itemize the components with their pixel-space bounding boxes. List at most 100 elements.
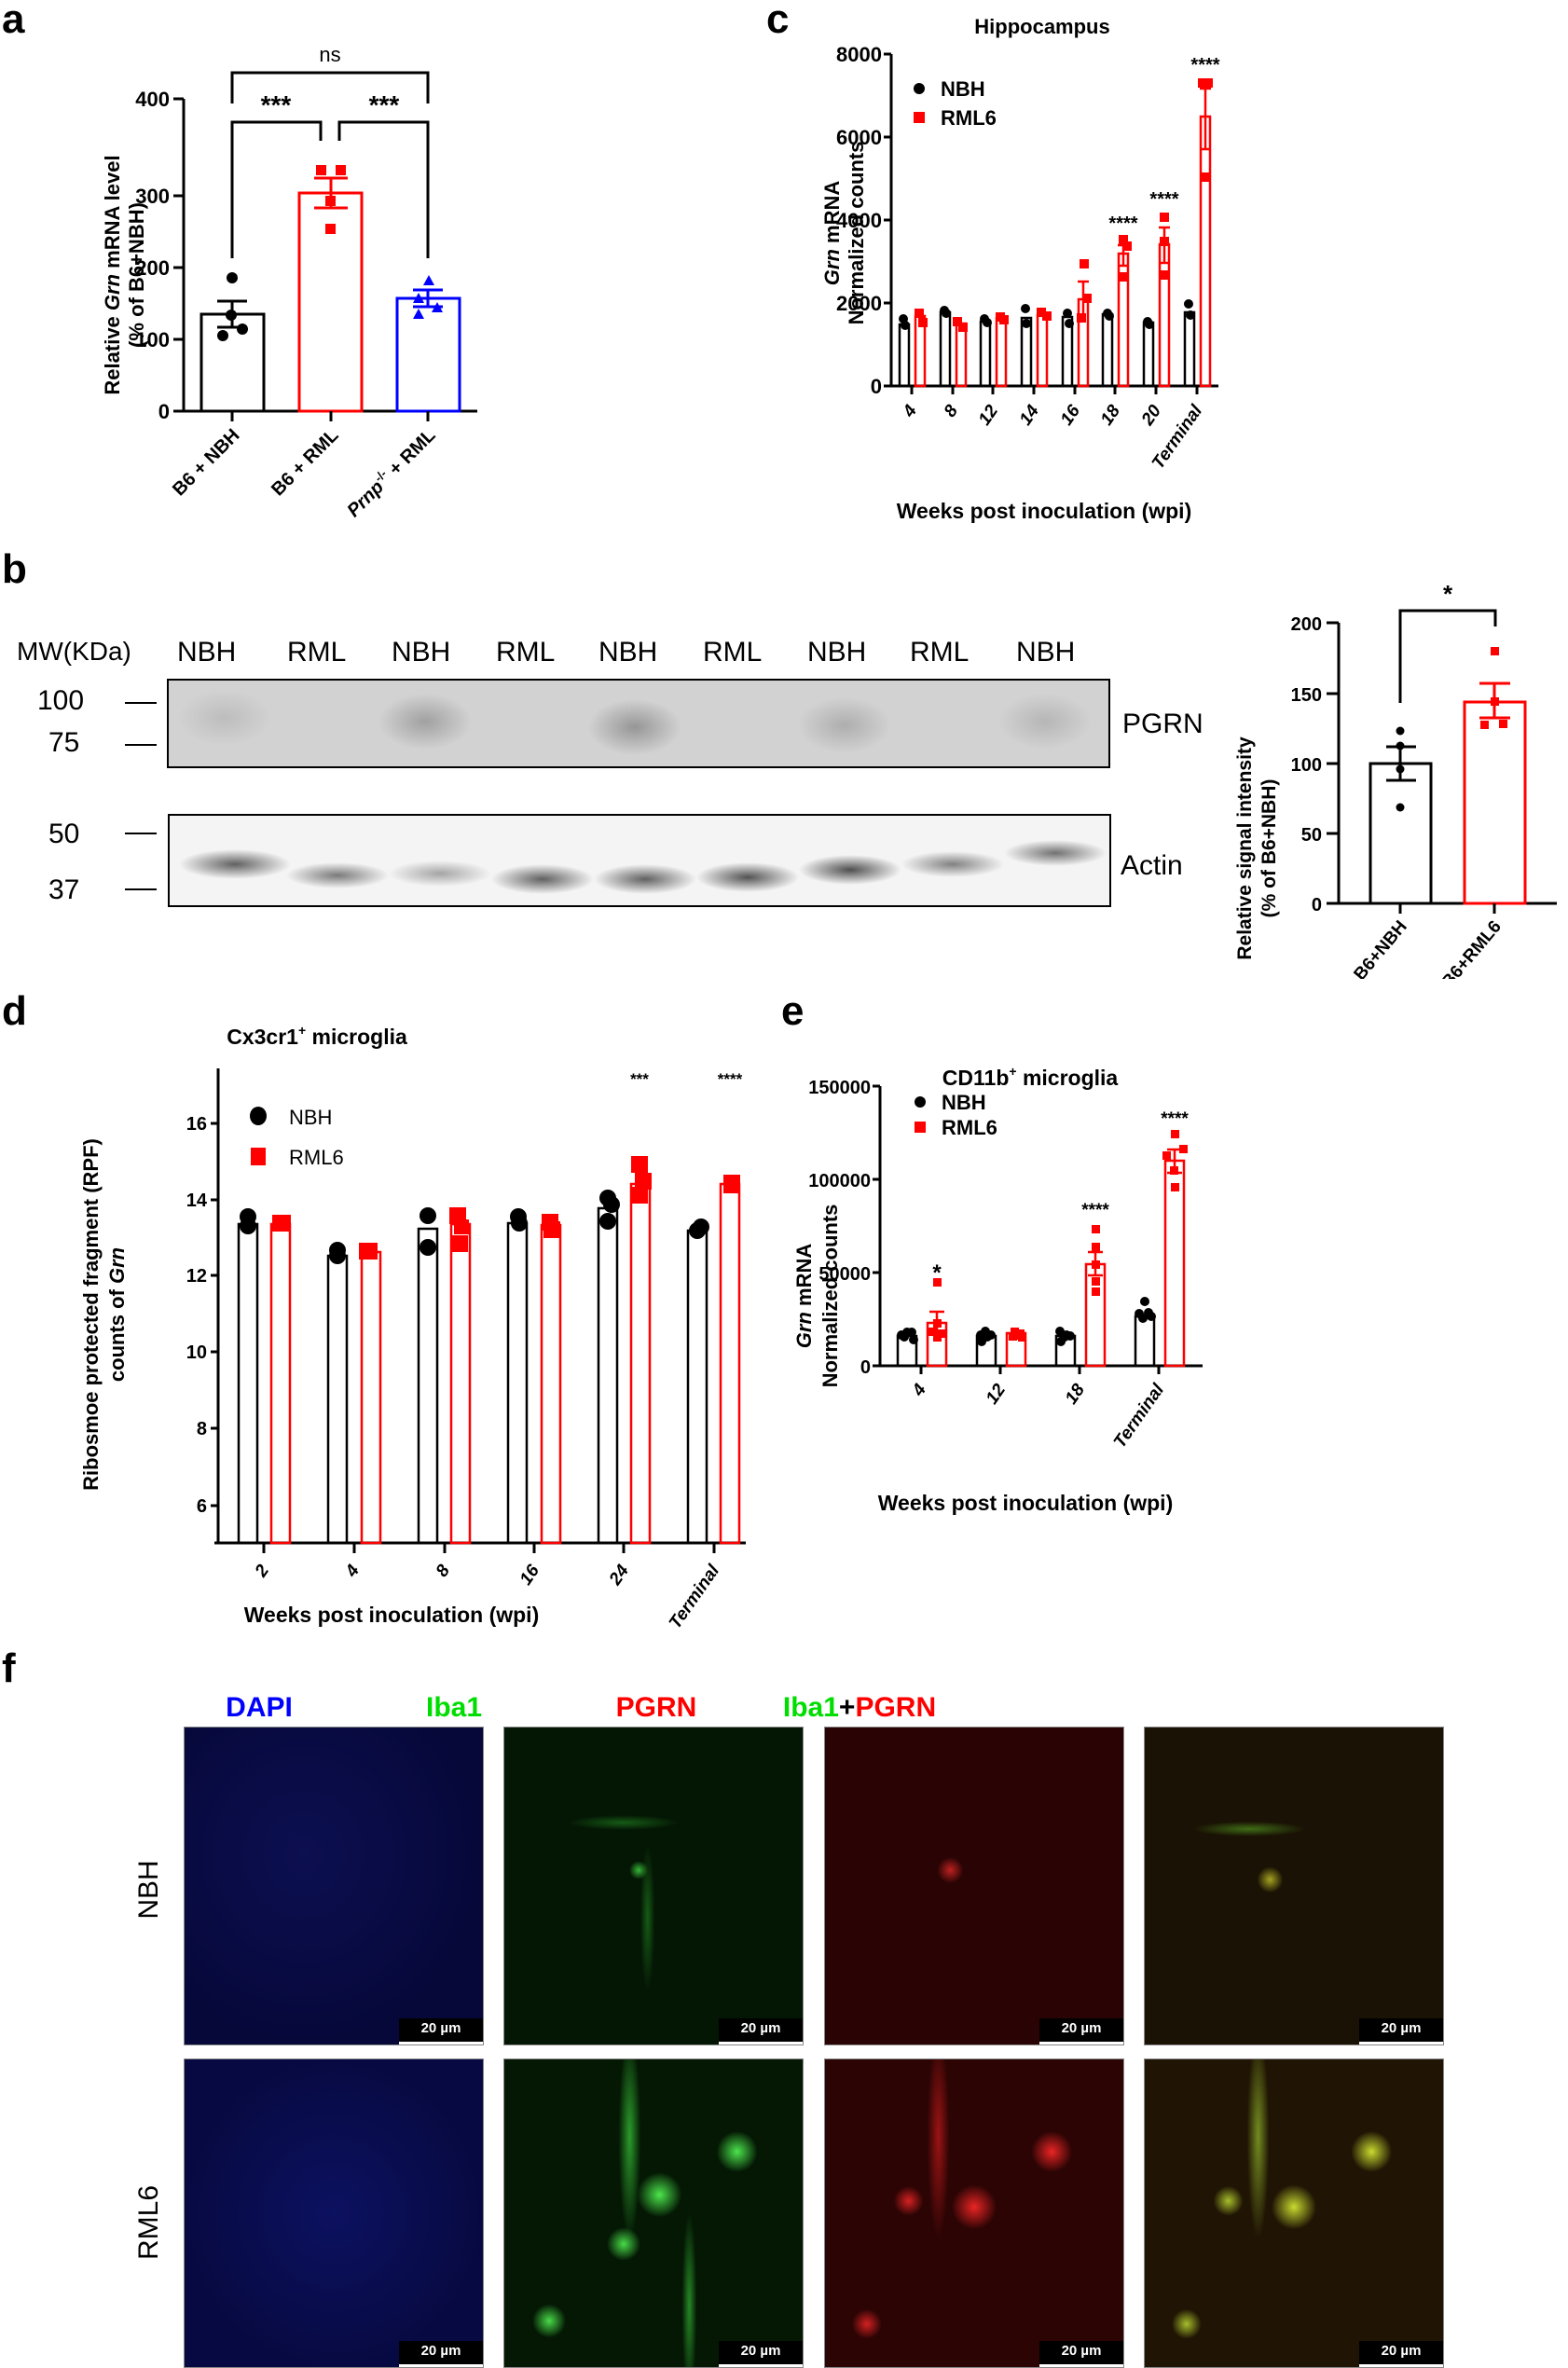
- svg-text:B6 + RML: B6 + RML: [268, 425, 342, 500]
- svg-text:100000: 100000: [808, 1171, 871, 1191]
- svg-text:B6+NBH: B6+NBH: [1351, 917, 1411, 979]
- svg-text:*: *: [1443, 580, 1453, 608]
- lane-labels: NBH RML NBH RML NBH RML NBH RML NBH: [168, 637, 1119, 674]
- svg-text:Normalized counts: Normalized counts: [845, 142, 868, 325]
- chart-c-yticks: 0 2000 4000 6000 8000: [836, 43, 891, 398]
- svg-text:150: 150: [1291, 685, 1322, 706]
- micrograph-nbh-pgrn: 20 µm: [824, 1727, 1124, 2045]
- pgrn-band-label: PGRN: [1122, 709, 1204, 739]
- svg-text:50: 50: [1301, 825, 1322, 846]
- chart-c-legend: NBH RML6: [914, 77, 997, 130]
- panel-letter-f: f: [2, 1645, 16, 1691]
- svg-text:****: ****: [1161, 1109, 1189, 1129]
- svg-text:Weeks post inoculation (wpi): Weeks post inoculation (wpi): [878, 1491, 1174, 1515]
- svg-text:4: 4: [341, 1561, 364, 1581]
- bar-b6-nbh: [1369, 762, 1433, 905]
- svg-text:Terminal: Terminal: [1110, 1380, 1169, 1452]
- svg-text:NBH: NBH: [942, 1091, 986, 1114]
- lane-label: RML: [496, 637, 556, 668]
- col-title-pgrn: PGRN: [615, 1692, 697, 1723]
- chart-b-yticks: 0 50 100 150 200: [1291, 614, 1339, 916]
- chart-a-ylabel: Relative Grn mRNA level (% of B6+NBH): [101, 155, 148, 394]
- svg-text:14: 14: [186, 1191, 208, 1211]
- panel-letter-a: a: [2, 0, 25, 42]
- panel-letter-d: d: [2, 988, 27, 1034]
- svg-text:Hippocampus: Hippocampus: [974, 15, 1109, 38]
- svg-text:Grn mRNA: Grn mRNA: [792, 1244, 816, 1349]
- row-label-rml6: RML6: [133, 2184, 164, 2261]
- svg-text:4: 4: [908, 1380, 930, 1400]
- svg-text:B6 + NBH: B6 + NBH: [169, 425, 243, 500]
- svg-text:12: 12: [975, 401, 1003, 429]
- chart-e-xticks: 4 12 18 Terminal: [908, 1380, 1168, 1452]
- svg-text:***: ***: [261, 90, 292, 119]
- chart-d-sig: *** ****: [630, 1070, 743, 1088]
- svg-text:(% of B6+NBH): (% of B6+NBH): [1259, 779, 1280, 918]
- lane-label: RML: [703, 637, 763, 668]
- svg-text:200: 200: [135, 256, 170, 280]
- svg-text:100: 100: [135, 328, 170, 351]
- lane-label: NBH: [392, 637, 451, 668]
- svg-text:NBH: NBH: [941, 77, 985, 101]
- svg-text:6: 6: [197, 1496, 207, 1517]
- actin-band-label: Actin: [1121, 850, 1183, 881]
- svg-text:8: 8: [197, 1419, 207, 1439]
- micrograph-nbh-merge: 20 µm: [1144, 1727, 1444, 2045]
- svg-text:counts of Grn: counts of Grn: [105, 1247, 129, 1382]
- svg-text:20: 20: [1137, 401, 1165, 430]
- micrograph-rml6-merge: 20 µm: [1144, 2058, 1444, 2368]
- bar-b6-nbh: [199, 312, 266, 413]
- svg-text:***: ***: [369, 90, 400, 119]
- svg-text:150000: 150000: [808, 1078, 871, 1098]
- svg-text:B6+RML6: B6+RML6: [1438, 917, 1506, 979]
- scale-bar: 20 µm: [1039, 2018, 1123, 2044]
- col-title-dapi: DAPI: [226, 1692, 293, 1723]
- mw-marker-37: 37: [48, 874, 80, 905]
- chart-c: Hippocampus Grn mRNA Normalized counts 0…: [820, 15, 1220, 523]
- svg-text:****: ****: [1190, 55, 1219, 76]
- chart-d-ylabel: Ribosmoe protected fragment (RPF) counts…: [79, 1138, 129, 1491]
- sig-brackets-a: [230, 71, 430, 258]
- actin-blot: [168, 814, 1111, 907]
- micrograph-rml6-iba1: 20 µm: [503, 2058, 804, 2368]
- svg-text:400: 400: [135, 88, 170, 111]
- svg-text:RML6: RML6: [289, 1146, 344, 1169]
- chart-d: Cx3cr1+ microglia Ribosmoe protected fra…: [79, 1023, 746, 1631]
- scale-bar: 20 µm: [1039, 2341, 1123, 2367]
- mw-label: MW(KDa): [17, 637, 131, 666]
- svg-text:*: *: [932, 1260, 942, 1286]
- scale-bar: 20 µm: [719, 2341, 803, 2367]
- svg-text:100: 100: [1291, 755, 1322, 776]
- chart-c-xticks: 4 8 12 14 16 18 20 Terminal: [899, 401, 1206, 473]
- svg-text:****: ****: [1081, 1201, 1109, 1220]
- chart-b-ylabel: Relative signal intensity (% of B6+NBH): [1234, 737, 1280, 960]
- scale-bar: 20 µm: [719, 2018, 803, 2044]
- svg-text:ns: ns: [319, 43, 340, 66]
- svg-text:0: 0: [860, 1357, 871, 1378]
- svg-text:RML6: RML6: [942, 1116, 997, 1139]
- chart-e-sig: * **** ****: [932, 1109, 1189, 1286]
- lane-label: RML: [287, 637, 347, 668]
- panel-letter-b: b: [2, 546, 27, 592]
- svg-text:18: 18: [1062, 1380, 1090, 1408]
- col-title-merge: Iba1+PGRN: [782, 1692, 937, 1723]
- lane-label: NBH: [598, 637, 658, 668]
- svg-text:NBH: NBH: [289, 1106, 332, 1129]
- chart-b: Relative signal intensity (% of B6+NBH) …: [1234, 580, 1557, 979]
- svg-text:***: ***: [630, 1070, 649, 1088]
- svg-text:50000: 50000: [818, 1264, 871, 1285]
- scale-bar: 20 µm: [1359, 2018, 1443, 2044]
- chart-b-xticks: B6+NBH B6+RML6: [1351, 917, 1506, 979]
- svg-text:Relative Grn mRNA level: Relative Grn mRNA level: [101, 155, 124, 394]
- svg-text:Prnp-/- + RML: Prnp-/- + RML: [341, 423, 439, 521]
- micrograph-rml6-dapi: 20 µm: [184, 2058, 484, 2368]
- chart-a-yticks: 0 100 200 300 400: [135, 88, 184, 423]
- mw-marker-75: 75: [48, 727, 80, 758]
- lane-label: NBH: [807, 637, 867, 668]
- pgrn-blot: [167, 679, 1110, 768]
- svg-text:CD11b+ microglia: CD11b+ microglia: [942, 1064, 1119, 1090]
- svg-text:14: 14: [1016, 401, 1044, 429]
- svg-text:16: 16: [516, 1561, 544, 1589]
- scale-bar: 20 µm: [1359, 2341, 1443, 2367]
- chart-e-yticks: 0 50000 100000 150000: [808, 1078, 880, 1378]
